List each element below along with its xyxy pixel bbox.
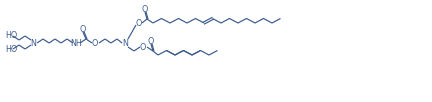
- Text: O: O: [140, 43, 146, 52]
- Text: N: N: [30, 38, 36, 48]
- Text: HO: HO: [5, 44, 17, 54]
- Text: O: O: [92, 38, 98, 48]
- Text: N: N: [122, 38, 128, 48]
- Text: HO: HO: [5, 32, 17, 40]
- Text: O: O: [80, 24, 86, 33]
- Text: O: O: [148, 37, 154, 45]
- Text: O: O: [142, 4, 148, 13]
- Text: NH: NH: [70, 38, 82, 48]
- Text: O: O: [136, 18, 142, 28]
